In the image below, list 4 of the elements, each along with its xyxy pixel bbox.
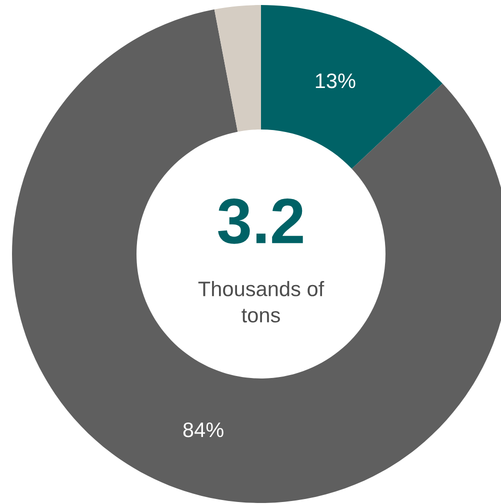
- data-label: 13%: [316, 73, 356, 88]
- data-label: 84%: [183, 422, 224, 438]
- text: 3.2: [218, 198, 303, 244]
- text: Thousands of tons: [198, 280, 324, 322]
